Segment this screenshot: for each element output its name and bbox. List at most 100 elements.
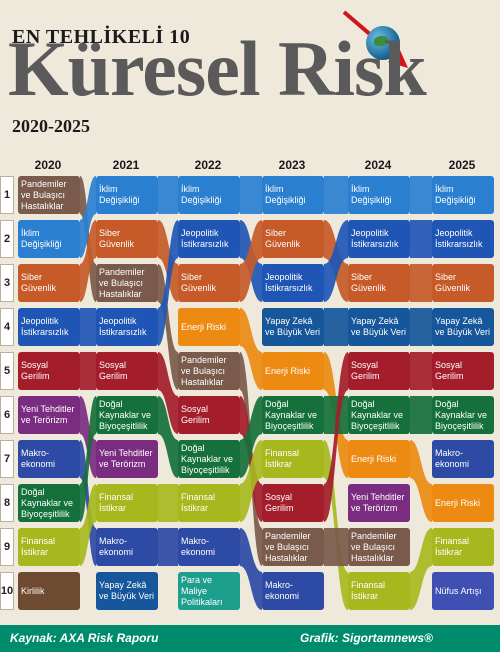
flow-ribbon <box>80 440 96 566</box>
risk-cell: Pandemiler ve Bulaşıcı Hastalıklar <box>262 528 324 566</box>
flow-ribbon <box>410 396 432 434</box>
flow-ribbon <box>240 308 262 390</box>
rank-label-10: 10 <box>0 572 14 610</box>
risk-cell: Doğal Kaynaklar ve Biyoçeşitlilik <box>96 396 158 434</box>
main-title: Küresel Risk <box>8 25 427 112</box>
flow-ribbon <box>80 220 96 302</box>
rank-label-5: 5 <box>0 352 14 390</box>
risk-cell: Siber Güvenlik <box>96 220 158 258</box>
risk-cell: Sosyal Gerilim <box>262 484 324 522</box>
risk-cell: Jeopolitik İstikrarsızlık <box>432 220 494 258</box>
flow-ribbon <box>158 352 178 434</box>
flow-ribbon <box>410 308 432 346</box>
year-label-2020: 2020 <box>34 158 62 172</box>
flow-ribbon <box>158 176 178 214</box>
risk-cell: Siber Güvenlik <box>432 264 494 302</box>
flow-ribbon <box>158 220 178 346</box>
risk-cell: Para ve Maliye Politikaları <box>178 572 240 610</box>
risk-cell: Siber Güvenlik <box>18 264 80 302</box>
flow-ribbon <box>80 484 96 566</box>
risk-cell: İklim Değişikliği <box>18 220 80 258</box>
risk-cell: İklim Değişikliği <box>348 176 410 214</box>
risk-cell: İklim Değişikliği <box>96 176 158 214</box>
risk-cell: Jeopolitik İstikrarsızlık <box>96 308 158 346</box>
flow-lines <box>80 176 432 610</box>
risk-cell: Doğal Kaynaklar ve Biyoçeşitlilik <box>178 440 240 478</box>
risk-cell: Sosyal Gerilim <box>96 352 158 390</box>
risk-cell: Yapay Zekâ ve Büyük Veri <box>262 308 324 346</box>
flow-ribbon <box>80 176 96 258</box>
flow-ribbon <box>324 176 348 214</box>
risk-cell: Siber Güvenlik <box>178 264 240 302</box>
risk-cell: Enerji Riski <box>348 440 410 478</box>
risk-cell: Kirlilik <box>18 572 80 610</box>
flow-ribbon <box>324 308 348 346</box>
risk-cell: Makro-ekonomi <box>18 440 80 478</box>
risk-cell: Sosyal Gerilim <box>178 396 240 434</box>
flow-ribbon <box>80 352 96 390</box>
risk-cell: Sosyal Gerilim <box>348 352 410 390</box>
flow-ribbon <box>158 264 178 390</box>
risk-cell: Sosyal Gerilim <box>432 352 494 390</box>
risk-cell: Makro-ekonomi <box>432 440 494 478</box>
flow-ribbon <box>324 396 348 434</box>
rank-label-9: 9 <box>0 528 14 566</box>
risk-cell: Makro-ekonomi <box>96 528 158 566</box>
risk-cell: Finansal İstikrar <box>96 484 158 522</box>
risk-cell: Yeni Tehditler ve Terörizm <box>96 440 158 478</box>
flow-ribbon <box>240 396 262 478</box>
risk-cell: Siber Güvenlik <box>348 264 410 302</box>
risk-cell: Yapay Zekâ ve Büyük Veri <box>432 308 494 346</box>
risk-cell: İklim Değişikliği <box>262 176 324 214</box>
risk-cell: Pandemiler ve Bulaşıcı Hastalıklar <box>18 176 80 214</box>
flow-ribbon <box>324 528 348 566</box>
risk-cell: Enerji Riski <box>432 484 494 522</box>
year-label-2024: 2024 <box>364 158 392 172</box>
flow-ribbon <box>80 308 96 346</box>
risk-cell: Pandemiler ve Bulaşıcı Hastalıklar <box>96 264 158 302</box>
risk-cell: Finansal İstikrar <box>262 440 324 478</box>
risk-cell: Pandemiler ve Bulaşıcı Hastalıklar <box>348 528 410 566</box>
risk-cell: Finansal İstikrar <box>18 528 80 566</box>
year-label-2022: 2022 <box>194 158 222 172</box>
year-label-2025: 2025 <box>448 158 476 172</box>
flow-ribbon <box>410 176 432 214</box>
flow-ribbon <box>240 440 262 522</box>
flow-ribbon <box>324 352 348 522</box>
flow-ribbon <box>158 484 178 522</box>
flow-ribbon <box>240 220 262 302</box>
year-label-2021: 2021 <box>112 158 140 172</box>
flow-ribbon <box>410 352 432 390</box>
flow-ribbon <box>410 440 432 522</box>
source-credit: Kaynak: AXA Risk Raporu <box>10 631 159 645</box>
flow-ribbon <box>410 220 432 258</box>
risk-cell: Doğal Kaynaklar ve Biyoçeşitlilik <box>18 484 80 522</box>
risk-cell: Doğal Kaynaklar ve Biyoçeşitlilik <box>262 396 324 434</box>
risk-cell: Makro-ekonomi <box>262 572 324 610</box>
risk-cell: Yapay Zekâ ve Büyük Veri <box>348 308 410 346</box>
header: EN TEHLİKELİ 10 Küresel Risk 2020-2025 <box>0 0 500 150</box>
risk-cell: Finansal İstikrar <box>348 572 410 610</box>
risk-cell: İklim Değişikliği <box>432 176 494 214</box>
risk-cell: Yeni Tehditler ve Terörizm <box>348 484 410 522</box>
flow-ribbon <box>80 396 96 478</box>
flow-ribbon <box>410 264 432 302</box>
flow-ribbon <box>410 528 432 610</box>
risk-cell: Jeopolitik İstikrarsızlık <box>178 220 240 258</box>
risk-cell: Doğal Kaynaklar ve Biyoçeşitlilik <box>432 396 494 434</box>
years-range: 2020-2025 <box>12 116 90 136</box>
top-title: EN TEHLİKELİ 10 <box>12 26 191 48</box>
risk-cell: Jeopolitik İstikrarsızlık <box>262 264 324 302</box>
rank-label-3: 3 <box>0 264 14 302</box>
flow-ribbon <box>240 176 262 214</box>
risk-cell: İklim Değişikliği <box>178 176 240 214</box>
globe-icon <box>366 26 400 60</box>
risk-cell: Siber Güvenlik <box>262 220 324 258</box>
risk-cell: Finansal İstikrar <box>178 484 240 522</box>
risk-cell: Jeopolitik İstikrarsızlık <box>348 220 410 258</box>
flow-ribbon <box>158 396 178 478</box>
rank-label-2: 2 <box>0 220 14 258</box>
rank-label-7: 7 <box>0 440 14 478</box>
risk-cell: Enerji Riski <box>178 308 240 346</box>
rank-label-4: 4 <box>0 308 14 346</box>
